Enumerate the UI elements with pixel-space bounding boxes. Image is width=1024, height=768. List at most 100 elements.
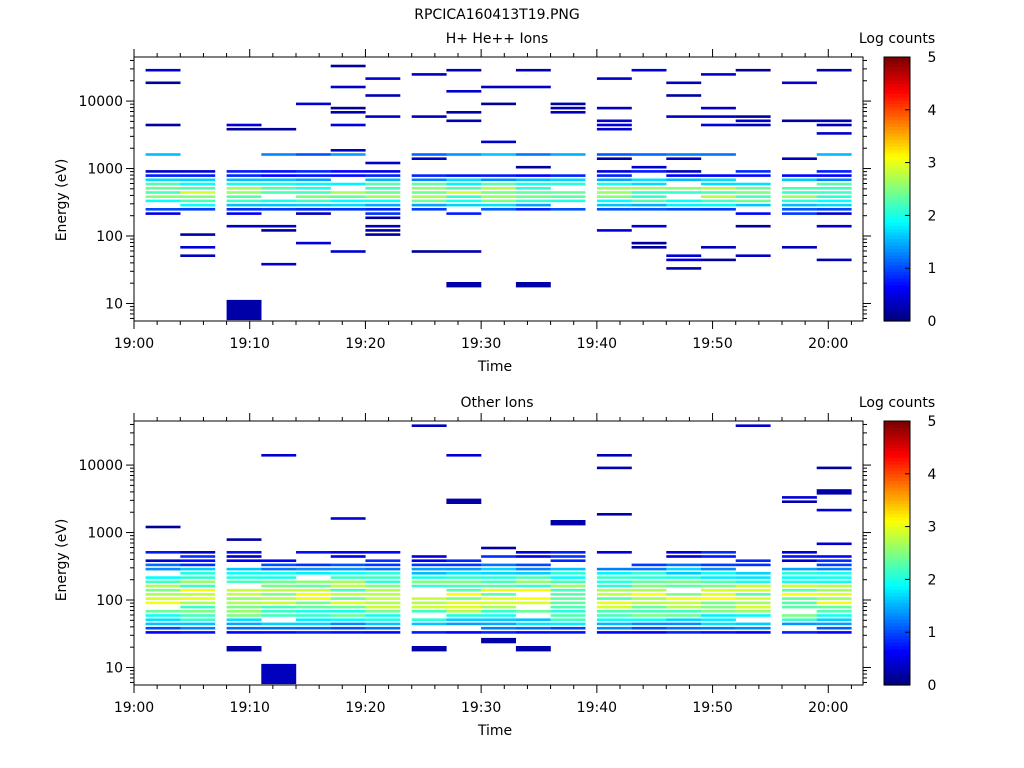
heatmap-cell xyxy=(550,191,586,194)
heatmap-cell xyxy=(666,567,702,571)
y-tick-label: 10 xyxy=(105,660,123,676)
heatmap-cell xyxy=(145,212,181,215)
heatmap-cell xyxy=(701,246,736,249)
heatmap-cell xyxy=(365,601,401,605)
heatmap-cell xyxy=(701,153,736,156)
heatmap-cell xyxy=(701,584,736,588)
heatmap-cell xyxy=(180,618,216,621)
colorbar-segment xyxy=(884,307,910,312)
heatmap-cell xyxy=(596,229,632,232)
heatmap-cell-isolated xyxy=(226,646,262,652)
colorbar-segment xyxy=(884,671,910,676)
heatmap-cell xyxy=(330,580,366,584)
heatmap-cell xyxy=(261,622,297,626)
heatmap-cell xyxy=(411,187,447,190)
heatmap-cell xyxy=(596,631,632,634)
heatmap-cell xyxy=(365,567,401,571)
heatmap-cell xyxy=(701,626,736,630)
colorbar-tick-label: 4 xyxy=(928,103,937,119)
heatmap-cell xyxy=(631,610,667,613)
heatmap-cell xyxy=(145,597,181,600)
colorbar-segment xyxy=(884,589,910,594)
heatmap-cell xyxy=(296,191,331,194)
colorbar-segment xyxy=(884,103,910,108)
heatmap-cell xyxy=(296,195,331,198)
x-tick-label: 19:50 xyxy=(692,700,732,716)
colorbar-segment xyxy=(884,516,910,521)
heatmap-cell xyxy=(515,610,551,613)
heatmap-cell xyxy=(330,170,366,173)
colorbar-segment xyxy=(884,424,910,429)
heatmap-cell xyxy=(226,212,262,215)
heatmap-cell xyxy=(180,191,216,194)
heatmap-cell xyxy=(261,572,297,575)
colorbar-segment xyxy=(884,268,910,273)
heatmap-cell xyxy=(596,622,632,626)
heatmap-cell xyxy=(145,525,181,529)
heatmap-cell xyxy=(330,195,366,198)
heatmap-cell xyxy=(296,212,331,215)
colorbar-segment xyxy=(884,592,910,597)
heatmap-cell xyxy=(816,593,852,596)
heatmap-cell xyxy=(446,601,482,605)
heatmap-cell xyxy=(631,191,667,194)
colorbar-segment xyxy=(884,549,910,554)
colorbar-label: Log counts xyxy=(859,31,935,47)
heatmap-cell xyxy=(145,618,181,621)
colorbar-segment xyxy=(884,447,910,452)
colorbar-segment xyxy=(884,625,910,630)
heatmap-cell xyxy=(226,203,262,207)
colorbar-segment xyxy=(884,241,910,246)
heatmap-cell xyxy=(666,622,702,626)
heatmap-cell xyxy=(701,555,736,558)
heatmap-cell xyxy=(631,68,667,72)
heatmap-cell xyxy=(330,250,366,253)
heatmap-cell xyxy=(735,174,771,177)
heatmap-cell xyxy=(365,233,401,236)
heatmap-cell xyxy=(296,182,331,186)
heatmap-cell xyxy=(481,597,516,600)
colorbar-segment xyxy=(884,642,910,646)
colorbar-segment xyxy=(884,235,910,240)
heatmap-cell xyxy=(296,203,331,207)
heatmap-cell xyxy=(701,178,736,182)
heatmap-cell xyxy=(330,601,366,605)
heatmap-cell xyxy=(481,199,516,203)
heatmap-cell xyxy=(446,622,482,626)
heatmap-cell xyxy=(365,203,401,207)
heatmap-cell xyxy=(145,576,181,579)
heatmap-cell xyxy=(735,224,771,228)
heatmap-cell xyxy=(735,576,771,579)
heatmap-cell xyxy=(481,208,516,211)
heatmap-cell xyxy=(446,610,482,613)
colorbar-segment xyxy=(884,523,910,528)
heatmap-cell xyxy=(226,572,262,575)
colorbar-segment xyxy=(884,255,910,259)
heatmap-cell xyxy=(515,631,551,634)
heatmap-cell xyxy=(631,584,667,588)
heatmap-cell xyxy=(180,576,216,579)
heatmap-cell xyxy=(180,170,216,173)
colorbar-segment xyxy=(884,655,910,660)
heatmap-cell xyxy=(735,584,771,588)
heatmap-cell xyxy=(411,601,447,605)
heatmap-cell xyxy=(446,111,482,114)
heatmap-cell xyxy=(226,610,262,613)
heatmap-cell xyxy=(296,199,331,203)
heatmap-cell xyxy=(261,262,297,266)
heatmap-cell xyxy=(816,203,852,207)
heatmap-cell xyxy=(550,106,586,110)
colorbar-segment xyxy=(884,156,910,160)
x-tick-label: 19:00 xyxy=(114,336,154,352)
heatmap-cell xyxy=(446,182,482,186)
heatmap-cell xyxy=(261,631,297,634)
heatmap-cell xyxy=(481,626,516,630)
heatmap-cell xyxy=(782,593,817,596)
heatmap-cell xyxy=(596,588,632,592)
heatmap-cell xyxy=(666,254,702,257)
heatmap-cell xyxy=(550,178,586,182)
heatmap-cell xyxy=(180,182,216,186)
heatmap-cell xyxy=(631,224,667,228)
heatmap-cell xyxy=(226,618,262,621)
colorbar-frame xyxy=(883,56,911,322)
